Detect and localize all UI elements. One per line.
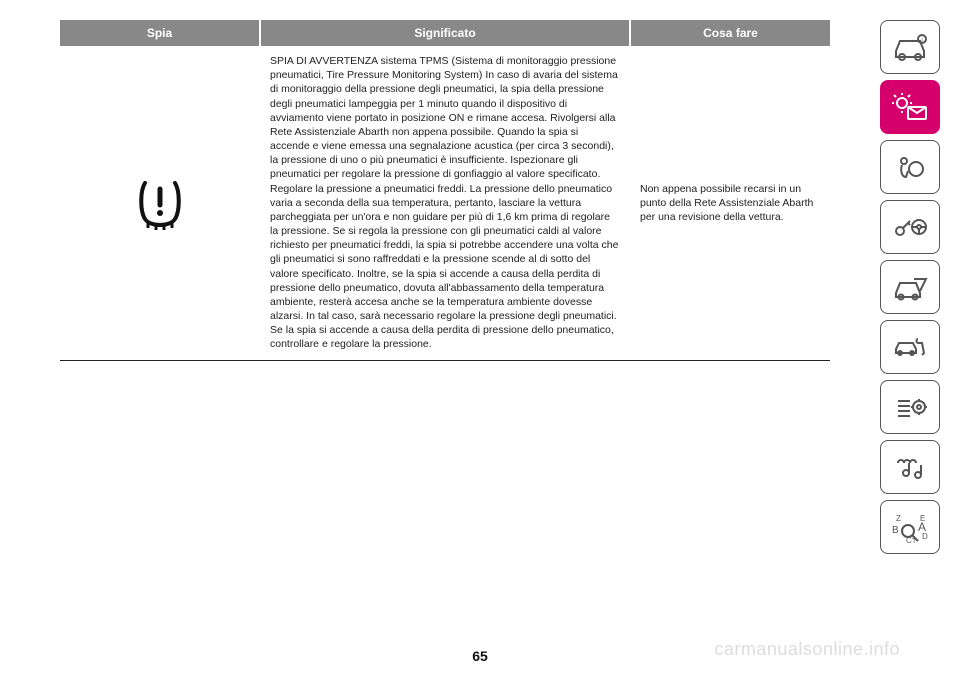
key-steering-icon: [892, 213, 928, 241]
settings-icon: [892, 393, 928, 421]
table-row: SPIA DI AVVERTENZA sistema TPMS (Sistema…: [60, 46, 830, 360]
airbag-icon: [892, 153, 928, 181]
nav-service[interactable]: [880, 320, 940, 374]
page-number: 65: [472, 648, 488, 664]
tpms-icon: [130, 171, 190, 235]
nav-car-info[interactable]: i: [880, 20, 940, 74]
header-significato: Significato: [260, 20, 630, 46]
media-icon: [892, 453, 928, 481]
nav-key-steering[interactable]: [880, 200, 940, 254]
sidebar-nav: i: [880, 20, 940, 554]
svg-text:Z: Z: [896, 514, 901, 523]
service-icon: [892, 333, 928, 361]
nav-media[interactable]: [880, 440, 940, 494]
nav-settings[interactable]: [880, 380, 940, 434]
watermark: carmanualsonline.info: [714, 639, 900, 660]
content-area: Spia Significato Cosa fare: [60, 20, 830, 361]
header-spia: Spia: [60, 20, 260, 46]
nav-index[interactable]: Z E B A D C T: [880, 500, 940, 554]
warning-light-icon: [892, 93, 928, 121]
nav-warning-light[interactable]: [880, 80, 940, 134]
svg-text:D: D: [922, 532, 928, 541]
warning-table: Spia Significato Cosa fare: [60, 20, 830, 361]
header-cosa-fare: Cosa fare: [630, 20, 830, 46]
svg-text:i: i: [921, 38, 922, 44]
nav-driving[interactable]: [880, 260, 940, 314]
svg-text:B: B: [892, 525, 899, 536]
cell-icon: [60, 46, 260, 360]
cell-significato: SPIA DI AVVERTENZA sistema TPMS (Sistema…: [260, 46, 630, 360]
driving-icon: [892, 273, 928, 301]
index-icon: Z E B A D C T: [890, 509, 930, 545]
car-info-icon: i: [892, 33, 928, 61]
nav-airbag[interactable]: [880, 140, 940, 194]
cell-cosa-fare: Non appena possibile recarsi in un punto…: [630, 46, 830, 360]
